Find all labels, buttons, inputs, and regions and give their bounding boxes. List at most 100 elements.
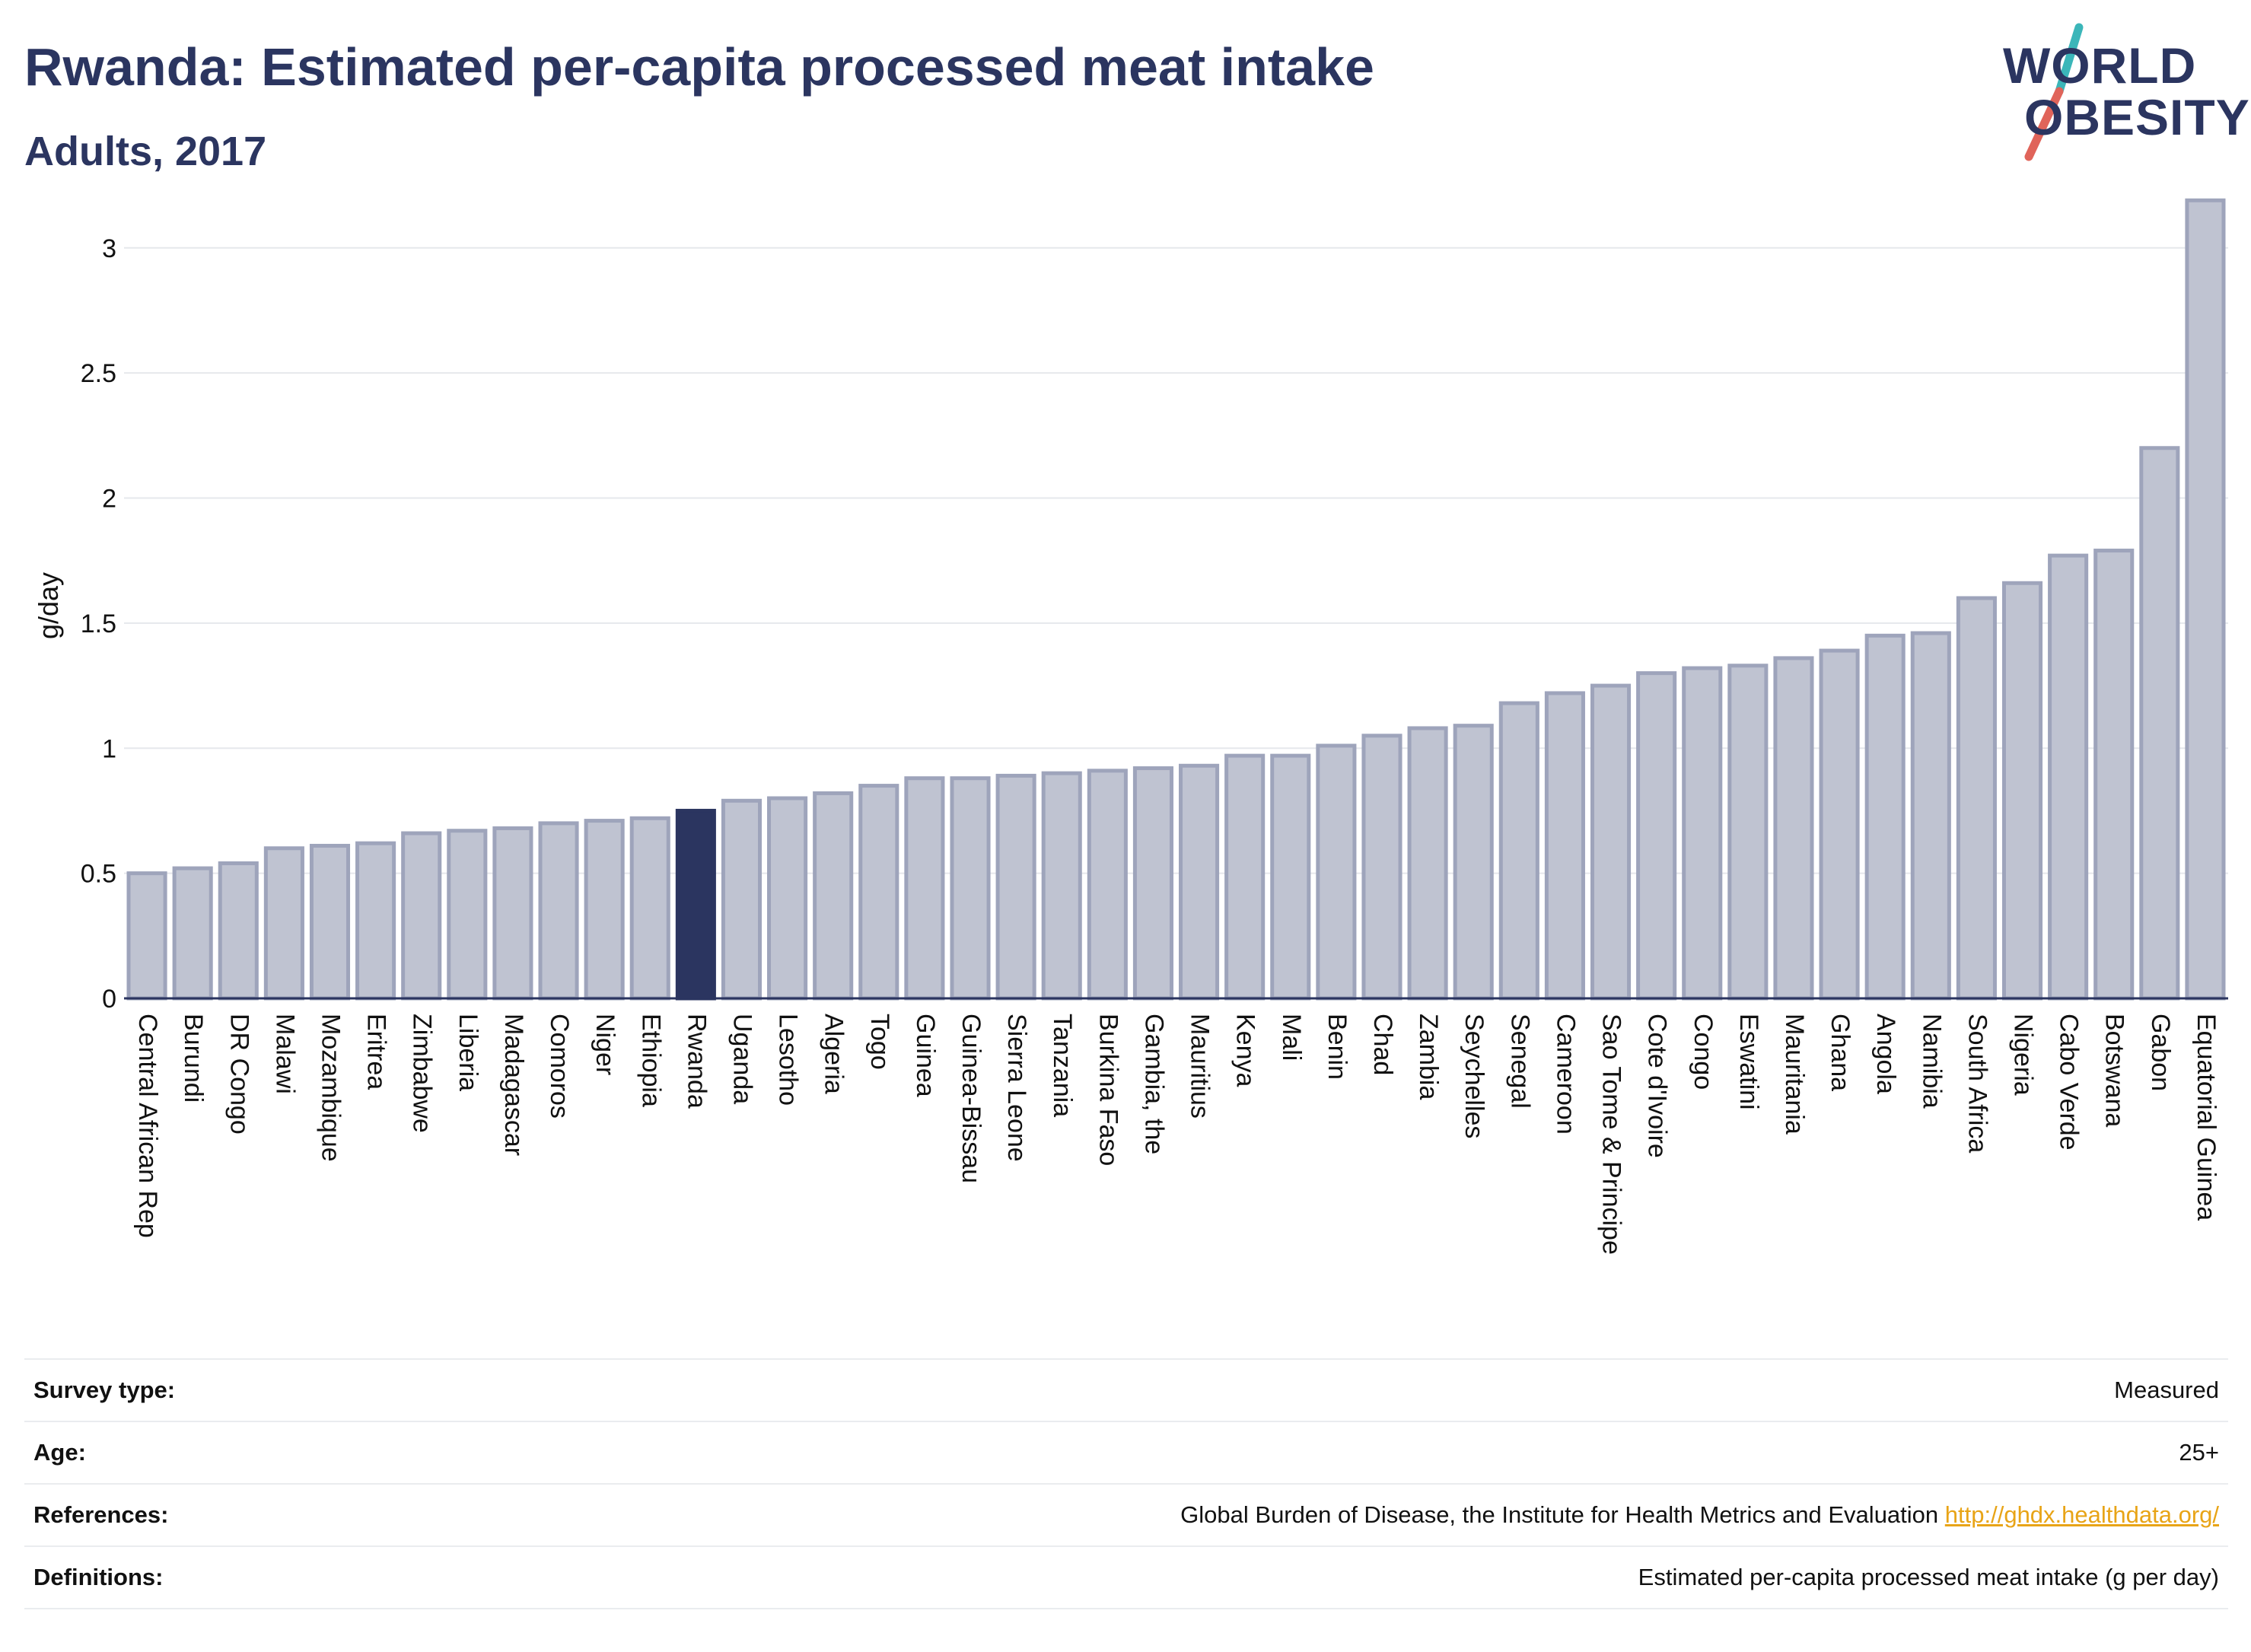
bar-algeria xyxy=(813,791,854,1001)
x-tick-label: Guinea-Bissau xyxy=(957,1014,985,1183)
bar-malawi xyxy=(263,846,304,1001)
bar-cote-d-ivoire xyxy=(1636,671,1677,1001)
chart-subtitle: Adults, 2017 xyxy=(24,129,267,174)
logo-text-obesity: OBESITY xyxy=(2024,89,2250,145)
x-tick-label: Madagascar xyxy=(499,1014,528,1156)
x-tick-label: Zambia xyxy=(1414,1014,1443,1100)
bar-congo xyxy=(1682,666,1723,1001)
x-tick-label: Benin xyxy=(1323,1014,1352,1080)
bar-namibia xyxy=(1910,631,1951,1001)
bar-eritrea xyxy=(355,841,396,1001)
x-tick-label: Seychelles xyxy=(1460,1014,1488,1138)
x-tick-label: Mauritania xyxy=(1780,1014,1809,1135)
x-tick-label: Ethiopia xyxy=(636,1014,665,1107)
details-row-survey-type: Survey type: Measured xyxy=(24,1358,2228,1421)
bar-chad xyxy=(1361,734,1402,1001)
x-tick-label: Angola xyxy=(1871,1014,1900,1094)
x-tick-label: DR Congo xyxy=(224,1014,253,1135)
details-row-definitions: Definitions: Estimated per-capita proces… xyxy=(24,1545,2228,1609)
x-tick-label: Nigeria xyxy=(2009,1014,2038,1096)
bar-mauritius xyxy=(1179,763,1220,1001)
details-row-references: References: Global Burden of Disease, th… xyxy=(24,1483,2228,1546)
logo-slash-icon xyxy=(2024,23,2084,161)
x-tick-label: Congo xyxy=(1689,1014,1718,1090)
x-tick-label: Mali xyxy=(1277,1014,1306,1061)
bar-gabon xyxy=(2139,446,2180,1001)
x-tick-label: Comoros xyxy=(545,1014,574,1119)
bar-cabo-verde xyxy=(2048,553,2089,1001)
bar-guinea-bissau xyxy=(950,776,991,1001)
x-tick-label: Equatorial Guinea xyxy=(2192,1014,2221,1221)
bar-ghana xyxy=(1819,648,1860,1001)
x-tick-label: Sierra Leone xyxy=(1002,1014,1031,1162)
definitions-value: Estimated per-capita processed meat inta… xyxy=(314,1545,2228,1609)
y-tick-label: 2 xyxy=(102,485,116,514)
x-tick-label: Senegal xyxy=(1505,1014,1534,1109)
x-tick-label: Togo xyxy=(865,1014,894,1070)
bar-angola xyxy=(1864,633,1906,1001)
x-tick-label: Liberia xyxy=(454,1014,482,1091)
bars xyxy=(126,198,2226,1001)
x-tick-label: Gabon xyxy=(2146,1014,2175,1091)
bar-central-african-rep xyxy=(126,871,167,1001)
bar-burundi xyxy=(172,866,213,1001)
x-tick-label: Eritrea xyxy=(362,1014,391,1090)
x-tick-label: Eswatini xyxy=(1734,1014,1763,1110)
bar-ethiopia xyxy=(629,816,670,1001)
bar-burkina-faso xyxy=(1087,769,1128,1001)
y-tick-label: 2.5 xyxy=(81,359,116,388)
y-tick-label: 1 xyxy=(102,734,116,763)
bar-tanzania xyxy=(1041,771,1082,1001)
references-label: References: xyxy=(24,1483,314,1546)
survey-type-value: Measured xyxy=(314,1358,2228,1421)
bar-benin xyxy=(1316,743,1357,1001)
bar-uganda xyxy=(721,798,763,1001)
x-tick-label: Cote d'Ivoire xyxy=(1643,1014,1672,1158)
bar-sao-tome-principe xyxy=(1590,683,1632,1001)
bar-gambia-the xyxy=(1132,766,1173,1001)
x-tick-label: Uganda xyxy=(728,1014,756,1104)
details-row-age: Age: 25+ xyxy=(24,1421,2228,1484)
bar-zimbabwe xyxy=(401,831,442,1001)
bar-comoros xyxy=(538,821,579,1001)
x-tick-label: Sao Tome & Principe xyxy=(1597,1014,1626,1255)
bar-cameroon xyxy=(1544,691,1585,1001)
details-table: Survey type: Measured Age: 25+ Reference… xyxy=(24,1358,2228,1609)
bar-nigeria xyxy=(2001,581,2043,1001)
bar-mali xyxy=(1270,753,1311,1001)
x-tick-label: Namibia xyxy=(1917,1014,1946,1109)
x-tick-label: Guinea xyxy=(911,1014,940,1097)
bar-eswatini xyxy=(1727,664,1769,1001)
x-tick-label: Chad xyxy=(1368,1014,1397,1075)
references-text: Global Burden of Disease, the Institute … xyxy=(1180,1501,1939,1528)
bar-rwanda xyxy=(675,808,716,1001)
x-tick-label: Algeria xyxy=(820,1014,849,1094)
x-tick-label: Kenya xyxy=(1231,1014,1260,1087)
x-tick-label: Ghana xyxy=(1826,1014,1855,1091)
bar-dr-congo xyxy=(218,861,259,1001)
age-value: 25+ xyxy=(314,1421,2228,1484)
axes: 0 0.5 1 1.5 2 2.5 3 Central African Rep Burundi D… xyxy=(81,234,2228,1255)
bar-guinea xyxy=(904,776,945,1001)
x-tick-label: Botswana xyxy=(2100,1014,2129,1127)
x-tick-label: Tanzania xyxy=(1048,1014,1077,1117)
bar-kenya xyxy=(1224,753,1266,1001)
bar-zambia xyxy=(1407,726,1448,1001)
x-tick-label: Mauritius xyxy=(1186,1014,1215,1119)
x-tick-label: Niger xyxy=(591,1014,619,1075)
survey-type-label: Survey type: xyxy=(24,1358,314,1421)
definitions-label: Definitions: xyxy=(24,1545,314,1609)
x-tick-label: Gambia, the xyxy=(1139,1014,1168,1154)
x-tick-label: Rwanda xyxy=(682,1014,711,1109)
x-tick-label: Central African Rep xyxy=(133,1014,162,1238)
y-tick-label: 3 xyxy=(102,234,116,263)
references-link[interactable]: http://ghdx.healthdata.org/ xyxy=(1944,1501,2219,1528)
bar-equatorial-guinea xyxy=(2185,198,2226,1001)
x-tick-label: Burkina Faso xyxy=(1094,1014,1122,1166)
age-label: Age: xyxy=(24,1421,314,1484)
world-obesity-logo: WORLD OBESITY xyxy=(1989,21,2249,166)
bar-madagascar xyxy=(492,826,533,1001)
y-tick-label: 1.5 xyxy=(81,610,116,638)
x-tick-label: Cabo Verde xyxy=(2055,1014,2084,1151)
x-tick-label: Burundi xyxy=(179,1014,208,1103)
